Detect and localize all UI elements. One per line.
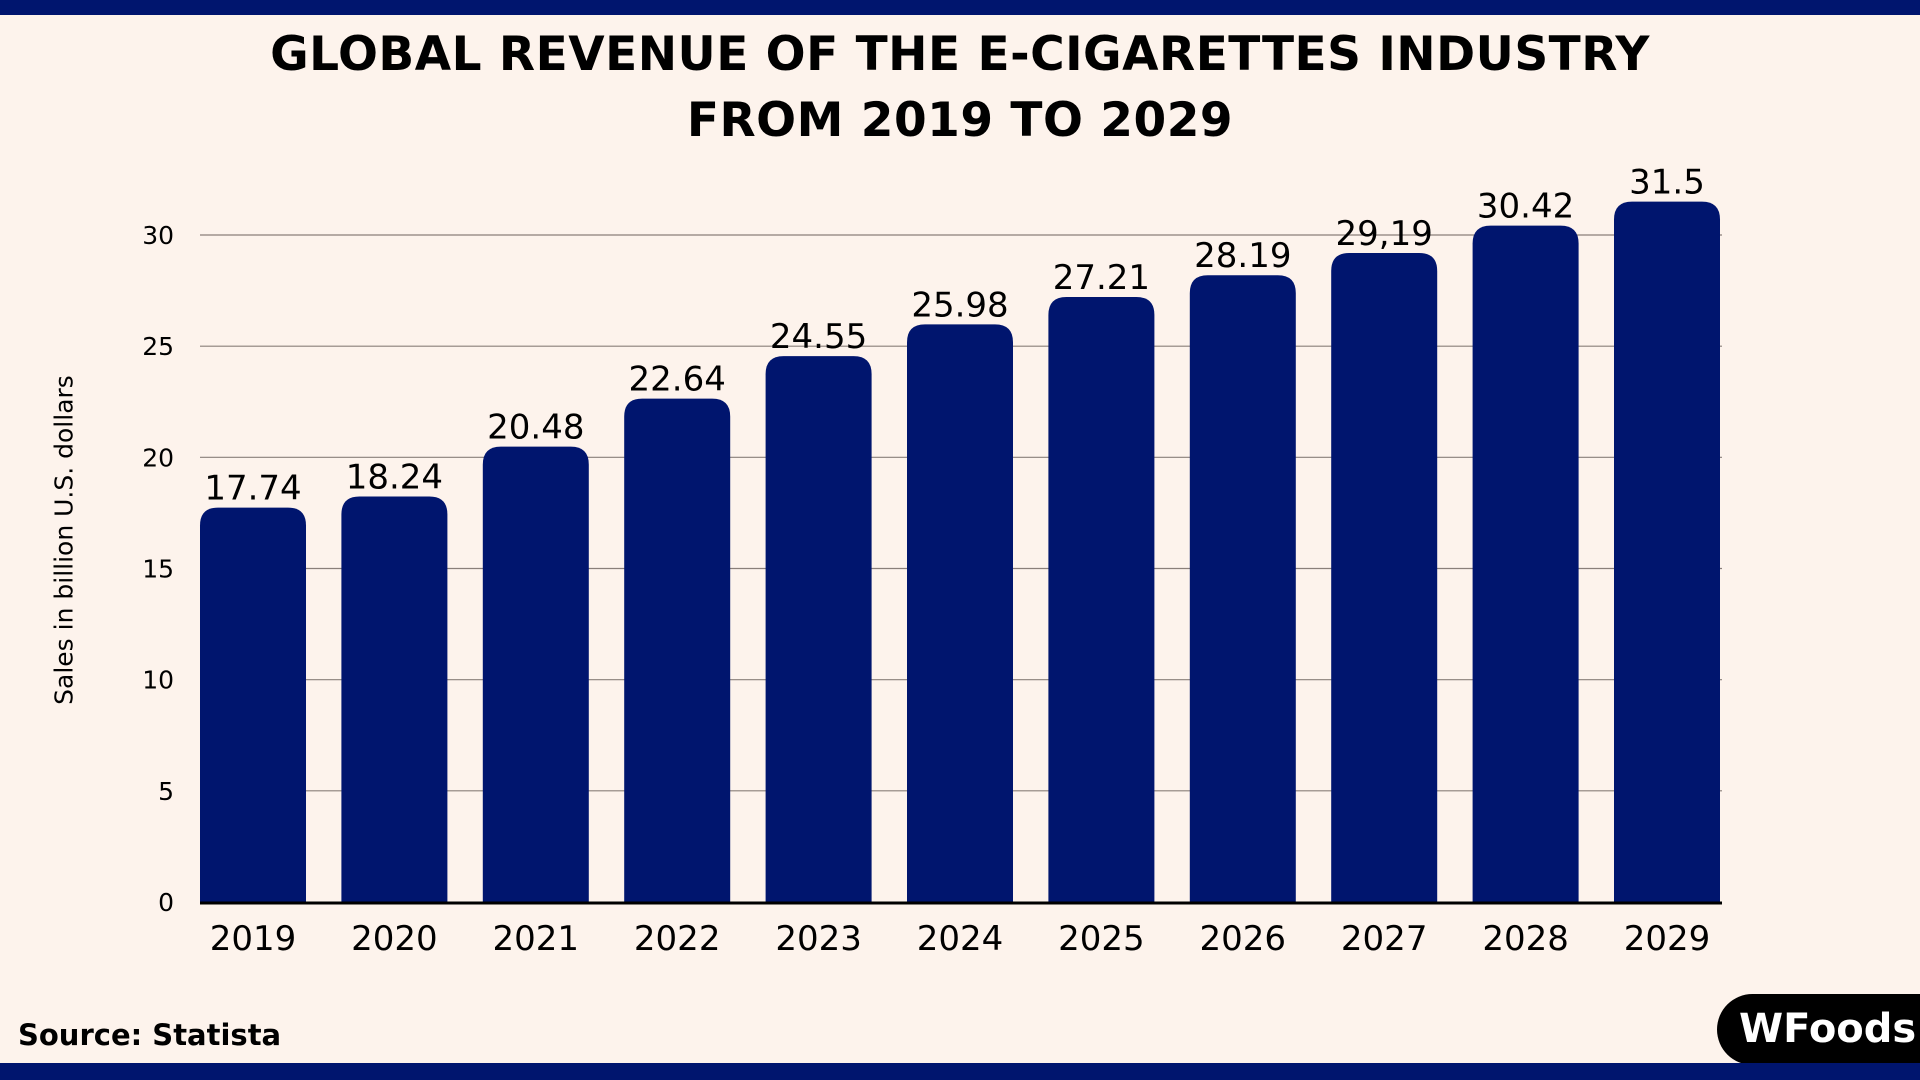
data-label: 27.21 xyxy=(1053,258,1150,298)
y-tick-label: 0 xyxy=(158,888,174,917)
bar xyxy=(1331,253,1438,902)
x-tick-label: 2026 xyxy=(1200,919,1287,959)
title-line-2: FROM 2019 TO 2029 xyxy=(686,93,1234,148)
top-band xyxy=(0,0,1920,15)
data-label: 18.24 xyxy=(346,457,443,497)
bar xyxy=(1614,201,1720,902)
y-tick-label: 25 xyxy=(142,332,174,361)
title-line-1: GLOBAL REVENUE OF THE E-CIGARETTES INDUS… xyxy=(270,27,1650,82)
y-tick-label: 10 xyxy=(142,666,174,695)
bar xyxy=(482,446,589,902)
data-label: 17.74 xyxy=(204,469,301,509)
bar xyxy=(765,356,872,903)
x-tick-label: 2023 xyxy=(775,919,862,959)
data-label: 31.5 xyxy=(1629,163,1705,203)
bar xyxy=(341,496,448,902)
data-label: 28.19 xyxy=(1194,236,1291,276)
x-tick-label: 2019 xyxy=(210,919,297,959)
bar xyxy=(1189,275,1296,903)
bottom-band xyxy=(0,1063,1920,1080)
data-label: 25.98 xyxy=(911,285,1008,325)
data-label: 22.64 xyxy=(629,360,726,400)
x-tick-label: 2028 xyxy=(1482,919,1569,959)
x-tick-label: 2020 xyxy=(351,919,438,959)
x-tick-label: 2029 xyxy=(1624,919,1711,959)
x-tick-label: 2027 xyxy=(1341,919,1428,959)
bar xyxy=(1048,297,1155,902)
x-tick-label: 2021 xyxy=(493,919,580,959)
chart-title: GLOBAL REVENUE OF THE E-CIGARETTES INDUS… xyxy=(0,22,1920,154)
bar xyxy=(200,507,306,902)
wfoods-logo: WFoods xyxy=(1717,994,1920,1065)
y-tick-label: 30 xyxy=(142,221,174,250)
bar xyxy=(907,324,1013,902)
x-tick-label: 2025 xyxy=(1058,919,1145,959)
bar xyxy=(1472,225,1579,903)
data-label: 24.55 xyxy=(770,317,867,357)
logo-text: WFoods xyxy=(1739,1006,1917,1052)
data-label: 30.42 xyxy=(1477,187,1574,227)
x-tick-label: 2024 xyxy=(917,919,1004,959)
y-tick-label: 5 xyxy=(158,777,174,806)
data-label: 29,19 xyxy=(1336,214,1433,254)
y-tick-label: 15 xyxy=(142,555,174,584)
x-tick-label: 2022 xyxy=(634,919,721,959)
source-note: Source: Statista xyxy=(18,1018,282,1052)
y-tick-label: 20 xyxy=(142,443,174,472)
data-label: 20.48 xyxy=(487,408,584,448)
bar xyxy=(624,398,731,902)
